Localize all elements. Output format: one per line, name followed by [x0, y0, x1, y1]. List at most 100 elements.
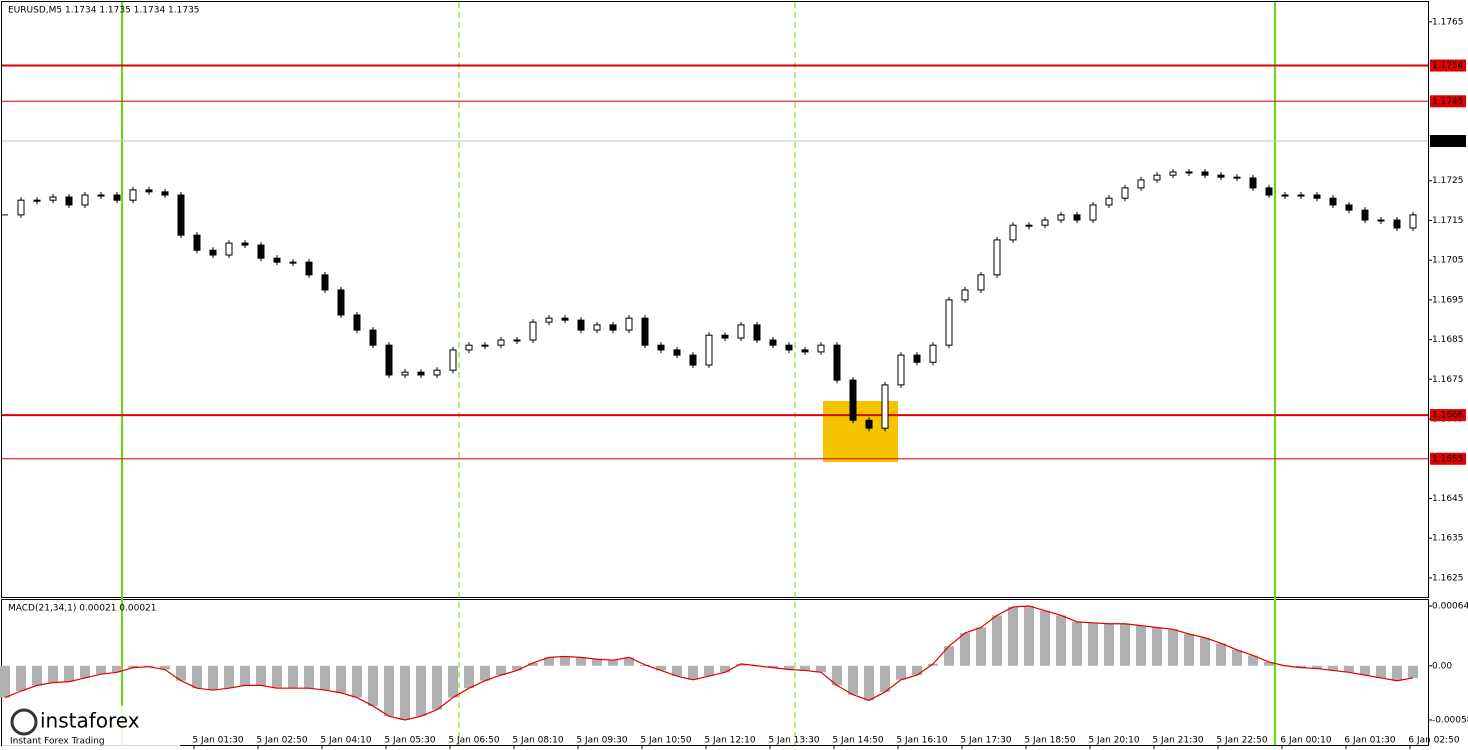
- chart-title: EURUSD,M5 1.1734 1.1735 1.1734 1.1735: [8, 6, 200, 16]
- candle: [1361, 209, 1369, 221]
- candle: [673, 349, 681, 356]
- macd-bar: [944, 646, 954, 666]
- candle: [161, 191, 169, 196]
- candle: [1281, 194, 1289, 197]
- candle: [449, 349, 457, 371]
- x-tick-label: 5 Jan 22:50: [1216, 736, 1268, 746]
- candle: [1153, 174, 1161, 181]
- x-tick-label: 5 Jan 05:30: [384, 736, 436, 746]
- logo-name: instaforex: [40, 709, 140, 733]
- candle: [145, 189, 153, 193]
- macd-bar: [272, 665, 282, 689]
- x-tick-label: 5 Jan 06:50: [448, 736, 500, 746]
- candle: [1217, 174, 1225, 178]
- macd-bar: [816, 665, 826, 673]
- macd-bar: [848, 665, 858, 695]
- candle: [465, 344, 473, 351]
- candle: [593, 324, 601, 331]
- candle: [785, 344, 793, 351]
- macd-bar: [1072, 621, 1082, 666]
- y-tick-label: 1.1645: [1432, 494, 1464, 504]
- candle: [1233, 176, 1241, 179]
- current-price-label: 1.1735: [1432, 137, 1464, 147]
- candle: [81, 194, 89, 206]
- macd-bar: [672, 665, 682, 677]
- candle: [1409, 214, 1417, 229]
- candle: [849, 379, 857, 421]
- x-tick-label: 5 Jan 12:10: [704, 736, 756, 746]
- y-tick-label: 0.00064: [1432, 601, 1468, 611]
- macd-bar: [1232, 649, 1242, 666]
- candle: [545, 317, 553, 323]
- candle: [257, 244, 265, 259]
- x-tick-label: 5 Jan 17:30: [960, 736, 1012, 746]
- y-tick-label: 1.1675: [1432, 375, 1464, 385]
- candle: [1201, 171, 1209, 176]
- candle: [1137, 179, 1145, 189]
- candle: [321, 274, 329, 291]
- candle: [1073, 214, 1081, 221]
- candle: [193, 234, 201, 251]
- macd-bar: [1040, 610, 1050, 666]
- macd-bar: [240, 665, 250, 686]
- macd-bar: [960, 633, 970, 666]
- macd-bar: [1392, 665, 1402, 681]
- candle: [273, 257, 281, 263]
- candle: [689, 354, 697, 366]
- candle: [641, 317, 649, 346]
- candle: [1249, 177, 1257, 189]
- macd-bar: [352, 665, 362, 698]
- candle: [897, 354, 905, 386]
- macd-bar: [608, 660, 618, 666]
- y-tick-label: 1.1715: [1432, 216, 1464, 226]
- macd-bar: [32, 665, 42, 686]
- macd-bar: [1408, 665, 1418, 678]
- candle: [97, 194, 105, 197]
- macd-bar: [416, 665, 426, 717]
- macd-bar: [160, 665, 170, 670]
- macd-bar: [320, 665, 330, 691]
- x-tick-label: 6 Jan 02:50: [1408, 736, 1460, 746]
- candle: [209, 249, 217, 256]
- y-tick-label: 1.1725: [1432, 176, 1464, 186]
- macd-bar: [704, 665, 714, 677]
- level-label-box: [1430, 95, 1466, 108]
- candle: [737, 324, 745, 339]
- macd-bar: [784, 665, 794, 670]
- x-tick-label: 5 Jan 21:30: [1152, 736, 1204, 746]
- macd-bar: [992, 615, 1002, 666]
- macd-bar: [368, 665, 378, 706]
- macd-bar: [1376, 665, 1386, 678]
- macd-bar: [1120, 623, 1130, 666]
- macd-bar: [720, 665, 730, 673]
- candle: [625, 317, 633, 331]
- macd-bar: [480, 665, 490, 681]
- macd-bar: [976, 627, 986, 666]
- candle: [433, 369, 441, 376]
- candle: [1313, 194, 1321, 199]
- candle: [769, 339, 777, 346]
- level-label-box: [1430, 409, 1466, 422]
- candle: [369, 329, 377, 346]
- signal-line: [4, 605, 1414, 721]
- candle: [577, 319, 585, 331]
- current-price-box: [1430, 135, 1466, 148]
- macd-bar: [800, 665, 810, 671]
- macd-bar: [1344, 665, 1354, 673]
- x-tick-label: 5 Jan 01:30: [192, 736, 244, 746]
- candle: [353, 314, 361, 331]
- macd-bar: [432, 665, 442, 710]
- y-tick-label: 1.1685: [1432, 335, 1464, 345]
- candle: [241, 242, 249, 246]
- candle: [913, 354, 921, 363]
- macd-bar: [128, 665, 138, 668]
- candle: [1297, 194, 1305, 197]
- macd-bar: [80, 665, 90, 678]
- macd-bar: [1088, 622, 1098, 666]
- macd-title: MACD(21,34,1) 0.00021 0.00021: [8, 604, 157, 614]
- candle: [929, 344, 937, 363]
- macd-bar: [656, 665, 666, 671]
- candle: [305, 261, 313, 276]
- candle: [113, 194, 121, 201]
